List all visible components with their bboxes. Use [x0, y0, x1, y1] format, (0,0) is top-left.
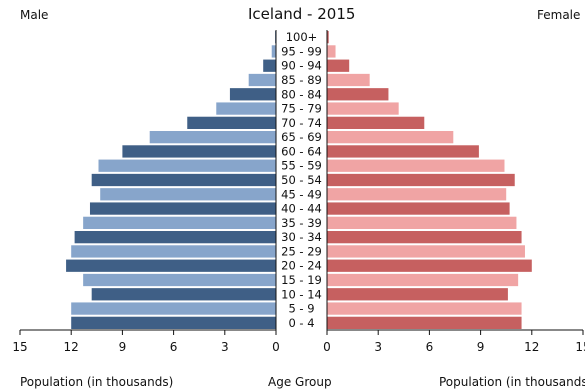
age-group-label: 75 - 79 — [281, 102, 322, 116]
age-group-label: 85 - 89 — [281, 73, 322, 87]
age-group-label: 80 - 84 — [281, 87, 322, 101]
male-bar — [71, 316, 276, 329]
male-bar — [91, 173, 277, 187]
male-tick-label: 15 — [12, 340, 27, 354]
male-bar — [74, 231, 276, 244]
age-group-label: 30 - 34 — [281, 230, 322, 244]
age-group-label: 40 - 44 — [281, 202, 322, 216]
age-group-label: 50 - 54 — [281, 173, 322, 187]
age-group-label: 5 - 9 — [288, 302, 314, 316]
age-group-label: 60 - 64 — [281, 144, 322, 158]
age-group-label: 0 - 4 — [288, 316, 314, 330]
female-bar — [327, 231, 522, 244]
male-label: Male — [20, 8, 49, 22]
age-group-label: 90 - 94 — [281, 59, 322, 73]
x-axis-label-left: Population (in thousands) — [20, 375, 174, 389]
x-axis-label-center: Age Group — [268, 375, 332, 389]
male-bar — [216, 102, 276, 115]
female-tick-label: 6 — [426, 340, 434, 354]
male-tick-label: 6 — [170, 340, 178, 354]
age-group-label: 70 - 74 — [281, 116, 322, 130]
female-label: Female — [537, 8, 581, 22]
age-group-label: 15 - 19 — [281, 273, 322, 287]
female-bar — [327, 245, 525, 258]
female-bar — [327, 288, 508, 301]
female-bar — [327, 145, 479, 158]
male-bar — [248, 73, 276, 87]
female-bar — [327, 273, 519, 287]
age-group-label: 25 - 29 — [281, 244, 322, 258]
male-bar — [71, 302, 276, 315]
male-bar — [83, 273, 276, 287]
male-tick-label: 12 — [64, 340, 79, 354]
female-tick-label: 0 — [323, 340, 331, 354]
female-bar — [327, 188, 507, 201]
male-tick-label: 9 — [119, 340, 127, 354]
female-tick-label: 12 — [524, 340, 539, 354]
x-axis-label-right: Population (in thousands) — [439, 375, 585, 389]
female-tick-label: 15 — [575, 340, 585, 354]
age-group-label: 35 - 39 — [281, 216, 322, 230]
age-group-label: 10 - 14 — [281, 287, 322, 301]
female-bar — [327, 131, 454, 144]
female-bar — [327, 302, 522, 315]
male-bar — [263, 59, 276, 72]
male-bar — [122, 145, 277, 158]
male-bar — [91, 288, 277, 301]
female-bar — [327, 45, 336, 58]
age-group-label: 65 - 69 — [281, 130, 322, 144]
male-bar — [89, 202, 277, 215]
male-bar — [71, 245, 276, 258]
male-tick-label: 3 — [221, 340, 229, 354]
female-bar — [327, 116, 425, 129]
male-bar — [100, 188, 276, 201]
male-bar — [98, 159, 276, 172]
female-bar — [327, 88, 389, 101]
female-bar — [327, 59, 350, 72]
age-group-label: 20 - 24 — [281, 259, 322, 273]
male-bar — [66, 259, 276, 272]
male-bar — [271, 45, 276, 58]
female-bar — [327, 259, 532, 272]
female-tick-label: 9 — [477, 340, 485, 354]
age-group-label: 100+ — [286, 30, 318, 44]
female-bar — [327, 173, 515, 187]
female-bar — [327, 316, 522, 329]
female-bar — [327, 102, 399, 115]
male-bar — [83, 216, 276, 229]
female-bar — [327, 31, 329, 44]
male-bar — [187, 116, 276, 129]
female-bar — [327, 159, 505, 172]
age-group-label: 55 - 59 — [281, 159, 322, 173]
female-bar — [327, 216, 517, 229]
male-tick-label: 0 — [272, 340, 280, 354]
female-tick-label: 3 — [374, 340, 382, 354]
female-bar — [327, 202, 510, 215]
female-bar — [327, 73, 370, 87]
age-group-label: 95 - 99 — [281, 44, 322, 58]
chart-title: Iceland - 2015 — [248, 5, 356, 23]
male-bar — [229, 88, 276, 101]
age-group-label: 45 - 49 — [281, 187, 322, 201]
male-bar — [149, 131, 276, 144]
